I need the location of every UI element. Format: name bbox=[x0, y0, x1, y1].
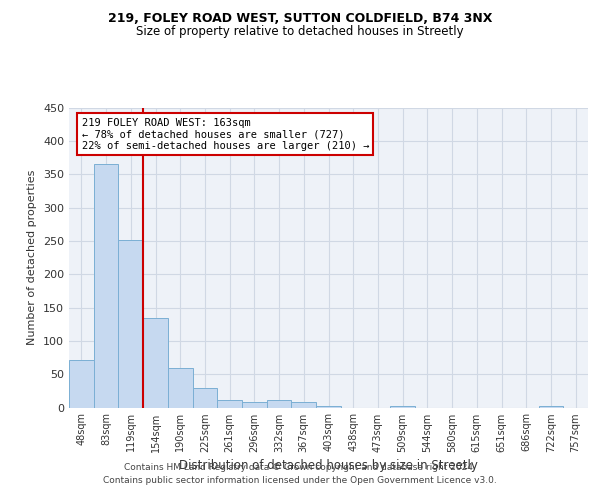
Bar bbox=[118, 240, 143, 408]
Y-axis label: Number of detached properties: Number of detached properties bbox=[28, 170, 37, 345]
Text: 219 FOLEY ROAD WEST: 163sqm
← 78% of detached houses are smaller (727)
22% of se: 219 FOLEY ROAD WEST: 163sqm ← 78% of det… bbox=[82, 118, 369, 150]
X-axis label: Distribution of detached houses by size in Streetly: Distribution of detached houses by size … bbox=[179, 459, 478, 472]
Bar bbox=[193, 388, 217, 407]
Text: 219, FOLEY ROAD WEST, SUTTON COLDFIELD, B74 3NX: 219, FOLEY ROAD WEST, SUTTON COLDFIELD, … bbox=[108, 12, 492, 26]
Bar bbox=[316, 406, 341, 407]
Bar bbox=[267, 400, 292, 407]
Bar bbox=[168, 368, 193, 408]
Bar bbox=[217, 400, 242, 407]
Bar bbox=[292, 402, 316, 407]
Bar bbox=[242, 402, 267, 407]
Text: Contains HM Land Registry data © Crown copyright and database right 2024.: Contains HM Land Registry data © Crown c… bbox=[124, 464, 476, 472]
Text: Contains public sector information licensed under the Open Government Licence v3: Contains public sector information licen… bbox=[103, 476, 497, 485]
Bar bbox=[390, 406, 415, 407]
Bar bbox=[94, 164, 118, 408]
Bar bbox=[69, 360, 94, 408]
Bar bbox=[143, 318, 168, 408]
Text: Size of property relative to detached houses in Streetly: Size of property relative to detached ho… bbox=[136, 25, 464, 38]
Bar bbox=[539, 406, 563, 407]
